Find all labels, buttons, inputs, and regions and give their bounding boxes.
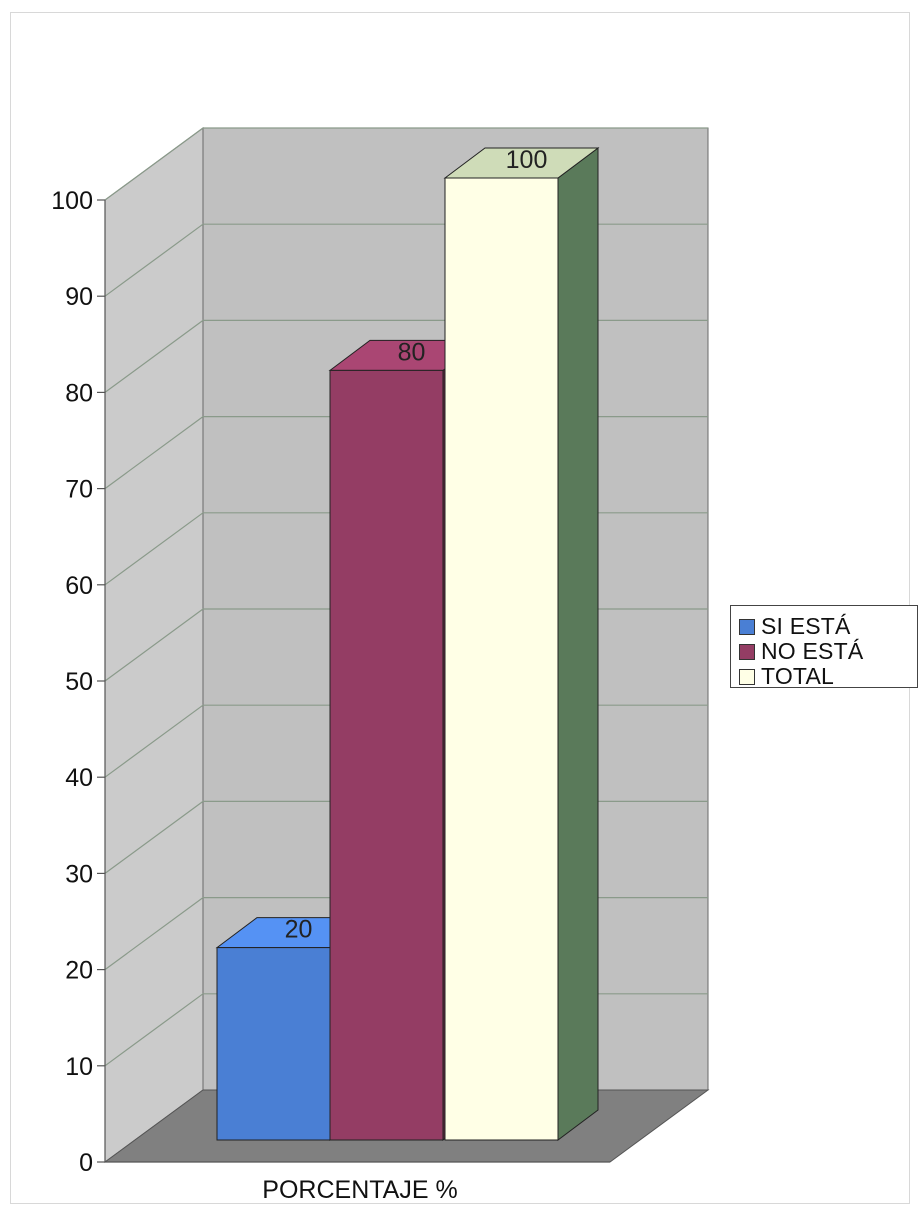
bar-front-2 (444, 177, 559, 1141)
bar-front-0 (216, 947, 331, 1141)
bar-2 (443, 147, 600, 1141)
gridline (104, 127, 708, 201)
legend-item-si-esta: SI ESTÁ (739, 613, 917, 639)
y-axis: 0 10 20 30 40 50 60 70 80 90 100 (51, 187, 610, 1177)
y-tick-label: 60 (65, 572, 93, 600)
legend-label-total: TOTAL (761, 663, 834, 689)
bar-side-2 (557, 147, 599, 1141)
y-tick-label: 100 (51, 187, 93, 215)
y-tick-label: 70 (65, 476, 93, 504)
y-tick-label: 0 (79, 1149, 93, 1177)
legend-swatch-no-esta (739, 643, 755, 660)
data-label-0: 20 (285, 916, 313, 944)
data-label-1: 80 (398, 338, 426, 366)
legend-label-si-esta: SI ESTÁ (761, 613, 851, 639)
legend-swatch-total (739, 668, 755, 685)
chart-data-labels: 20 80 100 (285, 146, 548, 944)
y-tick-label: 30 (65, 860, 93, 888)
y-tick-label: 40 (65, 764, 93, 792)
legend-item-total: TOTAL (739, 663, 917, 689)
legend-item-no-esta: NO ESTÁ (739, 638, 917, 664)
y-tick-label: 50 (65, 668, 93, 696)
y-tick-label: 10 (65, 1053, 93, 1081)
chart-legend: SI ESTÁ NO ESTÁ TOTAL (730, 605, 918, 689)
data-label-2: 100 (506, 146, 548, 174)
y-tick-label: 80 (65, 379, 93, 407)
legend-swatch-si-esta (739, 618, 755, 635)
chart-bars (215, 147, 600, 1141)
bar-front-1 (329, 369, 444, 1141)
legend-label-no-esta: NO ESTÁ (761, 638, 864, 664)
y-tick-label: 90 (65, 283, 93, 311)
y-tick-label: 20 (65, 957, 93, 985)
x-axis-label: PORCENTAJE % (262, 1176, 457, 1204)
